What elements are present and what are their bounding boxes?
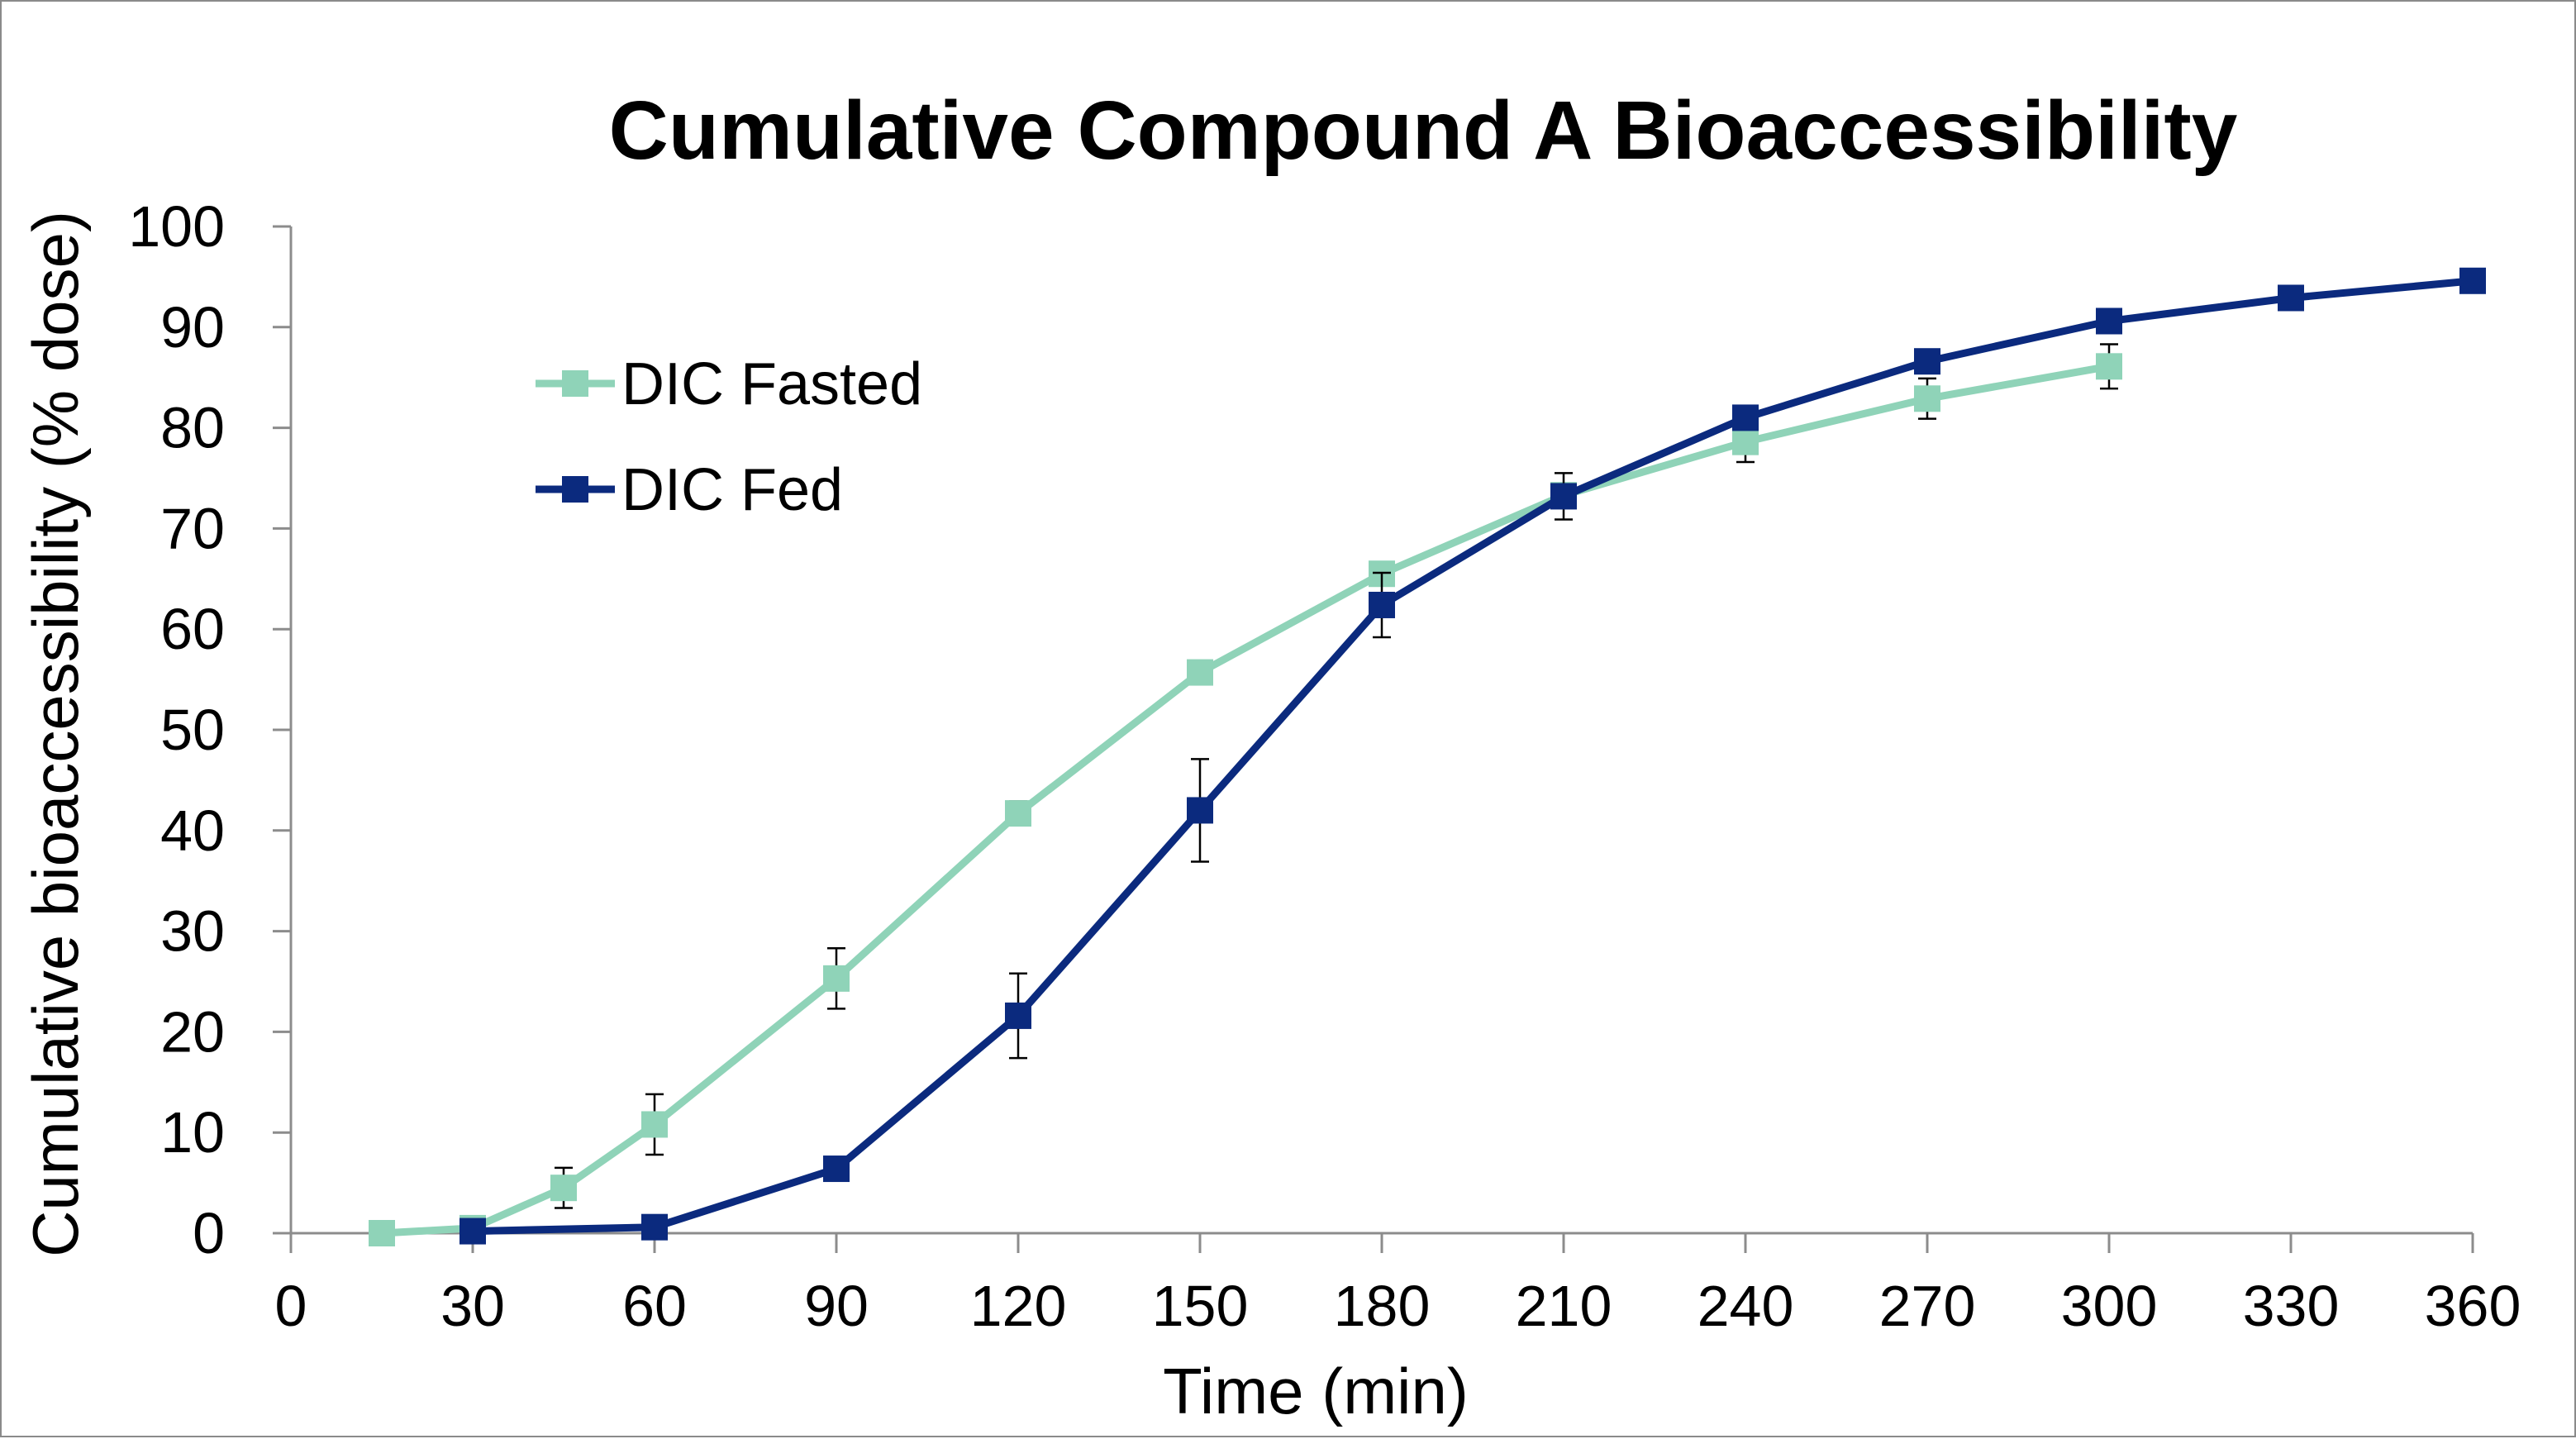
y-tick-label: 50 xyxy=(160,698,225,762)
axes: 0 10 20 30 40 50 60 70 80 90 100 0 30 60 90 120 150 180 21… xyxy=(128,194,2521,1338)
x-tick-label: 150 xyxy=(1152,1274,1249,1338)
y-tick-label: 60 xyxy=(160,597,225,661)
data-point xyxy=(823,965,850,992)
series-dic-fed xyxy=(459,267,2486,1245)
data-point xyxy=(369,1220,395,1246)
data-point xyxy=(1914,348,1940,375)
x-tick-label: 330 xyxy=(2243,1274,2340,1338)
x-tick-label: 120 xyxy=(970,1274,1067,1338)
data-point xyxy=(459,1217,486,1245)
x-tick-label: 90 xyxy=(804,1274,869,1338)
data-point xyxy=(1732,404,1759,431)
data-point xyxy=(823,1155,850,1183)
x-tick-label: 360 xyxy=(2425,1274,2521,1338)
y-tick-label: 90 xyxy=(160,295,225,360)
data-point xyxy=(1005,1002,1031,1029)
y-tick-label: 20 xyxy=(160,999,225,1064)
data-point xyxy=(2096,307,2122,335)
data-point xyxy=(2278,284,2304,312)
series-layer xyxy=(369,267,2486,1246)
legend: DIC Fasted DIC Fed xyxy=(536,351,922,523)
x-tick-label: 0 xyxy=(275,1274,307,1338)
x-tick-label: 270 xyxy=(1879,1274,1976,1338)
y-tick-label: 30 xyxy=(160,899,225,964)
x-tick-label: 180 xyxy=(1334,1274,1431,1338)
y-tick-label: 0 xyxy=(193,1201,225,1265)
x-tick-label: 300 xyxy=(2061,1274,2158,1338)
legend-item: DIC Fasted xyxy=(536,351,922,417)
data-point xyxy=(1369,591,1395,618)
x-tick-label: 210 xyxy=(1516,1274,1612,1338)
data-point xyxy=(550,1175,577,1202)
data-point xyxy=(2459,267,2486,294)
x-tick-label: 30 xyxy=(440,1274,505,1338)
data-point xyxy=(641,1213,668,1241)
y-axis-label: Cumulative bioaccessibility (% dose) xyxy=(19,211,92,1257)
data-point xyxy=(1187,659,1213,686)
legend-label: DIC Fed xyxy=(621,457,843,523)
legend-label: DIC Fasted xyxy=(621,351,922,417)
y-tick-label: 70 xyxy=(160,496,225,560)
y-tick-label: 40 xyxy=(160,798,225,863)
x-tick-label: 240 xyxy=(1697,1274,1794,1338)
x-axis-label: Time (min) xyxy=(1163,1355,1469,1427)
legend-swatch-marker xyxy=(562,476,588,503)
data-point xyxy=(1550,483,1577,510)
data-point xyxy=(2096,353,2122,380)
series-line xyxy=(472,277,2474,1236)
series-line xyxy=(381,362,2110,1237)
data-point xyxy=(1187,797,1213,824)
legend-item: DIC Fed xyxy=(536,457,843,523)
data-point xyxy=(1005,800,1031,827)
data-point xyxy=(641,1111,668,1138)
y-tick-label: 10 xyxy=(160,1100,225,1165)
chart-title: Cumulative Compound A Bioaccessibility xyxy=(609,84,2238,177)
y-tick-label: 100 xyxy=(128,194,225,259)
data-point xyxy=(1732,428,1759,455)
x-tick-label: 60 xyxy=(622,1274,687,1338)
legend-swatch-marker xyxy=(562,370,588,397)
y-tick-label: 80 xyxy=(160,396,225,460)
data-point xyxy=(1914,385,1940,412)
